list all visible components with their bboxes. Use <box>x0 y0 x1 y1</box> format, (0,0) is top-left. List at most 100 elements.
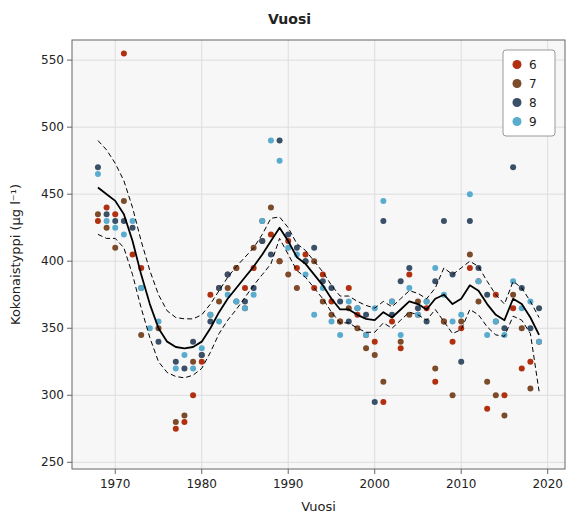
scatter-point <box>95 171 101 177</box>
scatter-point <box>337 332 343 338</box>
scatter-point <box>138 285 144 291</box>
x-tick-label: 1980 <box>186 477 217 491</box>
plot-frame <box>72 40 565 469</box>
y-grid-line <box>72 194 565 195</box>
scatter-point <box>337 319 343 325</box>
y-grid-line <box>72 395 565 396</box>
scatter-point <box>259 238 265 244</box>
legend-swatch <box>513 79 522 88</box>
x-tick <box>288 469 289 474</box>
scatter-point <box>173 419 179 425</box>
scatter-point <box>406 285 412 291</box>
scatter-point <box>199 359 205 365</box>
scatter-point <box>216 319 222 325</box>
scatter-point <box>95 218 101 224</box>
x-grid-line <box>201 40 202 469</box>
scatter-point <box>501 412 507 418</box>
scatter-point <box>277 158 283 164</box>
legend-label: 8 <box>529 96 537 110</box>
scatter-point <box>337 319 343 325</box>
scatter-point <box>199 345 205 351</box>
scatter-point <box>484 379 490 385</box>
scatter-point <box>259 218 265 224</box>
scatter-point <box>277 258 283 264</box>
scatter-point <box>199 352 205 358</box>
scatter-point <box>493 392 499 398</box>
scatter-point <box>268 205 274 211</box>
chart-svg: 1970198019902000201020202503003504004505… <box>0 0 579 525</box>
x-tick <box>461 469 462 474</box>
legend-box <box>503 50 555 136</box>
scatter-point <box>277 138 283 144</box>
scatter-point <box>354 325 360 331</box>
scatter-point <box>450 392 456 398</box>
scatter-point <box>121 231 127 237</box>
legend-label: 6 <box>529 58 537 72</box>
scatter-point <box>398 332 404 338</box>
title: Vuosi <box>268 11 311 27</box>
scatter-point <box>207 312 213 318</box>
scatter-point <box>337 298 343 304</box>
scatter-point <box>519 365 525 371</box>
scatter-point <box>112 225 118 231</box>
scatter-point <box>467 191 473 197</box>
x-tick <box>115 469 116 474</box>
y-grid-line <box>72 328 565 329</box>
scatter-point <box>207 292 213 298</box>
scatter-point <box>173 365 179 371</box>
scatter-point <box>294 285 300 291</box>
scatter-point <box>199 352 205 358</box>
scatter-point <box>303 252 309 258</box>
scatter-point <box>181 419 187 425</box>
scatter-point <box>432 379 438 385</box>
y-grid-line <box>72 60 565 61</box>
confidence-line <box>98 141 539 319</box>
scatter-point <box>458 319 464 325</box>
scatter-point <box>173 359 179 365</box>
legend-label: 7 <box>529 77 537 91</box>
scatter-point <box>467 218 473 224</box>
scatter-point <box>277 258 283 264</box>
scatter-point <box>112 245 118 251</box>
scatter-point <box>259 218 265 224</box>
trend-line <box>98 187 539 348</box>
y-tick-label: 400 <box>41 254 64 268</box>
scatter-point <box>130 218 136 224</box>
scatter-point <box>346 298 352 304</box>
scatter-point <box>536 339 542 345</box>
scatter-point <box>476 298 482 304</box>
scatter-point <box>268 252 274 258</box>
scatter-point <box>484 292 490 298</box>
x-tick-label: 1970 <box>100 477 131 491</box>
y-axis-label: Kokonaistyppi (μg l⁻¹) <box>8 184 23 325</box>
legend-label: 9 <box>529 115 537 129</box>
scatter-point <box>484 332 490 338</box>
scatter-point <box>190 392 196 398</box>
scatter-point <box>398 278 404 284</box>
legend: 6 7 8 9 <box>503 50 555 136</box>
scatter-point <box>527 325 533 331</box>
scatter-point <box>493 319 499 325</box>
scatter-point <box>190 339 196 345</box>
scatter-point <box>467 252 473 258</box>
y-tick <box>67 127 72 128</box>
y-grid-line <box>72 261 565 262</box>
x-tick-label: 1990 <box>273 477 304 491</box>
x-tick <box>547 469 548 474</box>
scatter-point <box>450 319 456 325</box>
scatter-point <box>398 345 404 351</box>
scatter-point <box>181 352 187 358</box>
scatter-point <box>424 298 430 304</box>
scatter-point <box>363 345 369 351</box>
scatter-point <box>216 298 222 304</box>
scatter-point <box>268 138 274 144</box>
x-tick-label: 2000 <box>359 477 390 491</box>
scatter-point <box>181 365 187 371</box>
y-grid-line <box>72 462 565 463</box>
y-tick <box>67 60 72 61</box>
scatter-point <box>406 265 412 271</box>
scatter-point <box>432 265 438 271</box>
scatter-point <box>104 218 110 224</box>
scatter-point <box>121 198 127 204</box>
scatter-point <box>104 211 110 217</box>
